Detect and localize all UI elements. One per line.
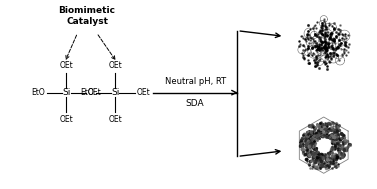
Text: Si: Si [62, 88, 70, 97]
Text: Neutral pH, RT: Neutral pH, RT [164, 77, 226, 86]
Text: Si: Si [111, 88, 120, 97]
Text: OEt: OEt [108, 61, 122, 70]
Text: OEt: OEt [88, 88, 101, 97]
Text: OEt: OEt [60, 115, 73, 124]
Text: EtO: EtO [31, 88, 45, 97]
Text: Biomimetic
Catalyst: Biomimetic Catalyst [58, 6, 116, 26]
Text: SDA: SDA [186, 99, 204, 108]
Text: OEt: OEt [60, 61, 73, 70]
Text: OEt: OEt [108, 115, 122, 124]
Text: EtO: EtO [80, 88, 94, 97]
Text: OEt: OEt [137, 88, 150, 97]
